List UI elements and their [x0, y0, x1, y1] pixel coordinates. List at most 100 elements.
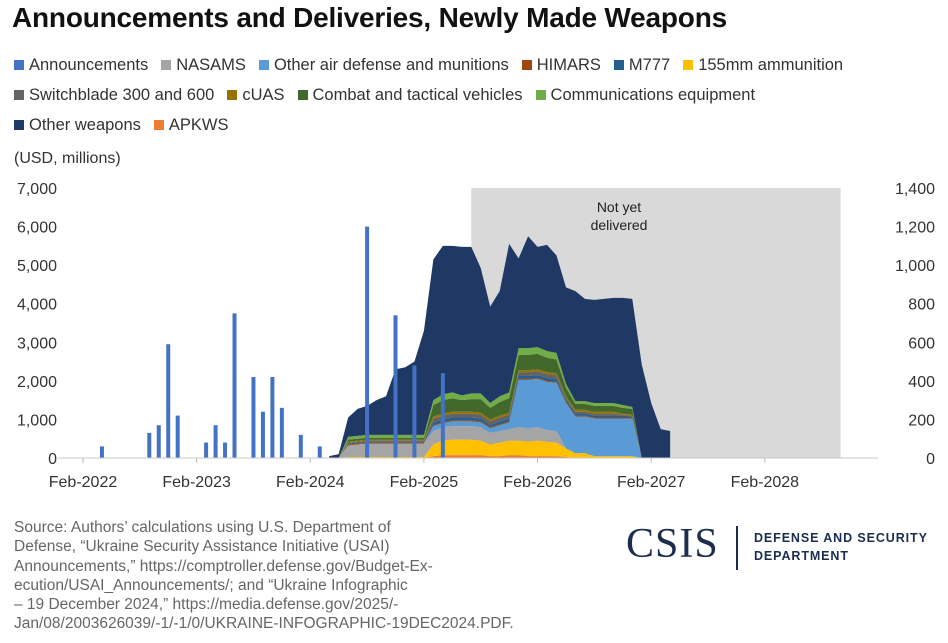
announcement-bar [317, 446, 322, 458]
csis-logo: CSIS DEFENSE AND SECURITY DEPARTMENT [626, 520, 942, 574]
legend-label: HIMARS [536, 55, 601, 74]
logo-divider [736, 526, 738, 570]
legend-label: Announcements [29, 55, 149, 74]
legend-item: 155mm ammunition [683, 56, 843, 75]
y-left-tick-label: 4,000 [17, 297, 57, 314]
source-line: – 19 December 2024,” https://media.defen… [14, 596, 399, 614]
y-right-tick-label: 1,000 [895, 258, 935, 275]
x-tick-label: Feb-2025 [390, 474, 459, 491]
area-combat-and-tactical-vehicles [329, 353, 671, 458]
announcement-bar [298, 434, 303, 458]
csis-wordmark: CSIS [626, 521, 719, 567]
logo-line-1: DEFENSE AND SECURITY [754, 531, 928, 545]
area-155mm-ammunition [329, 439, 671, 458]
x-tick-label: Feb-2027 [617, 474, 686, 491]
legend-item: Combat and tactical vehicles [297, 86, 523, 105]
x-tick-label: Feb-2022 [49, 474, 118, 491]
legend-label: Communications equipment [550, 85, 756, 104]
y-right-tick-label: 1,400 [895, 181, 935, 198]
chart-plot: 0 1,000 2,000 3,000 4,000 5,000 6,000 7,000 0 200… [17, 181, 935, 491]
area-other-air-defense-and-munitions [329, 378, 671, 458]
chart-legend: Announcements NASAMS Other air defense and… [14, 50, 939, 140]
y-right-tick-label: 800 [908, 297, 935, 314]
area-cuas [329, 369, 671, 458]
source-line: Source: Authors’ calculations using U.S.… [14, 519, 391, 536]
legend-item: Communications equipment [535, 85, 756, 105]
y-left-tick-label: 7,000 [17, 181, 57, 198]
legend-item: APKWS [153, 115, 229, 135]
chart-title: Announcements and Deliveries, Newly Made… [12, 2, 727, 33]
source-note: Source: Authors’ calculations using U.S.… [14, 518, 614, 634]
y-left-tick-label: 5,000 [17, 258, 57, 275]
area-himars [329, 377, 671, 458]
annotation-line-2: delivered [591, 217, 648, 233]
announcement-bar [393, 315, 398, 458]
y-left-tick-label: 6,000 [17, 220, 57, 237]
legend-swatch [521, 60, 532, 70]
legend-swatch [14, 120, 24, 130]
legend-swatch [161, 60, 172, 70]
legend-label: Switchblade 300 and 600 [29, 85, 215, 104]
annotation-line-1: Not yet [597, 199, 641, 215]
legend-swatch [535, 90, 546, 100]
announcement-bar [260, 411, 265, 458]
announcement-bar [175, 415, 180, 458]
y-left-tick-label: 2,000 [17, 374, 57, 391]
legend-item: Switchblade 300 and 600 [14, 86, 214, 105]
y-right-tick-label: 1,200 [895, 220, 935, 237]
y-left-tick-label: 3,000 [17, 335, 57, 352]
announcement-bar [279, 407, 284, 458]
legend-row: Switchblade 300 and 600 cUAS Combat and ta… [14, 80, 939, 110]
announcement-bar [365, 226, 370, 458]
legend-row: Announcements NASAMS Other air defense and… [14, 50, 939, 80]
source-line: ecution/USAI_Announcements/; and “Ukrain… [14, 576, 408, 594]
legend-swatch [613, 60, 624, 70]
announcement-bar [223, 442, 228, 458]
area-m777 [329, 375, 671, 458]
area-switchblade-300-and-600 [329, 371, 671, 458]
announcement-bar [232, 313, 237, 458]
legend-item: cUAS [227, 85, 285, 105]
legend-swatch [14, 60, 24, 70]
x-tick-label: Feb-2028 [731, 474, 800, 491]
legend-item: NASAMS [161, 56, 246, 75]
source-line: Announcements,” https://comptroller.defe… [14, 557, 433, 575]
x-tick-label: Feb-2026 [503, 474, 572, 491]
y-right-tick-label: 400 [908, 374, 935, 391]
announcement-bar [166, 344, 171, 458]
y-right-tick-label: 0 [926, 451, 935, 468]
x-tick-label: Feb-2023 [162, 474, 231, 491]
legend-item: M777 [613, 55, 671, 75]
legend-label: M777 [628, 55, 671, 74]
y-left-tick-label: 1,000 [17, 412, 57, 429]
y-left-tick-label: 0 [48, 451, 57, 468]
legend-label: Other air defense and munitions [273, 55, 509, 74]
announcement-bar [204, 442, 209, 458]
legend-swatch [297, 90, 308, 100]
legend-label: cUAS [242, 85, 285, 104]
legend-item: Announcements [14, 56, 148, 75]
announcement-bar [147, 432, 152, 458]
y-right-tick-label: 600 [908, 335, 935, 352]
y-right-tick-label: 200 [908, 412, 935, 429]
legend-swatch [153, 120, 164, 130]
announcement-bar [412, 365, 417, 458]
legend-swatch [683, 60, 694, 70]
announcement-bar [99, 446, 104, 458]
logo-line-2: DEPARTMENT [754, 549, 849, 563]
legend-swatch [14, 90, 24, 100]
announcement-bar [213, 425, 218, 458]
legend-item: Other weapons [14, 116, 141, 135]
legend-label: NASAMS [176, 55, 246, 74]
logo-department: DEFENSE AND SECURITY DEPARTMENT [754, 529, 928, 565]
announcement-bar [270, 377, 275, 458]
area-apkws [329, 455, 671, 458]
units-label: (USD, millions) [14, 150, 121, 167]
announcement-bar [251, 377, 256, 458]
legend-label: APKWS [168, 115, 229, 134]
x-tick-label: Feb-2024 [276, 474, 345, 491]
announcement-bar [440, 373, 445, 458]
legend-swatch [258, 60, 269, 70]
legend-item: Other air defense and munitions [258, 55, 509, 75]
source-line: Defense, “Ukraine Security Assistance In… [14, 538, 390, 556]
